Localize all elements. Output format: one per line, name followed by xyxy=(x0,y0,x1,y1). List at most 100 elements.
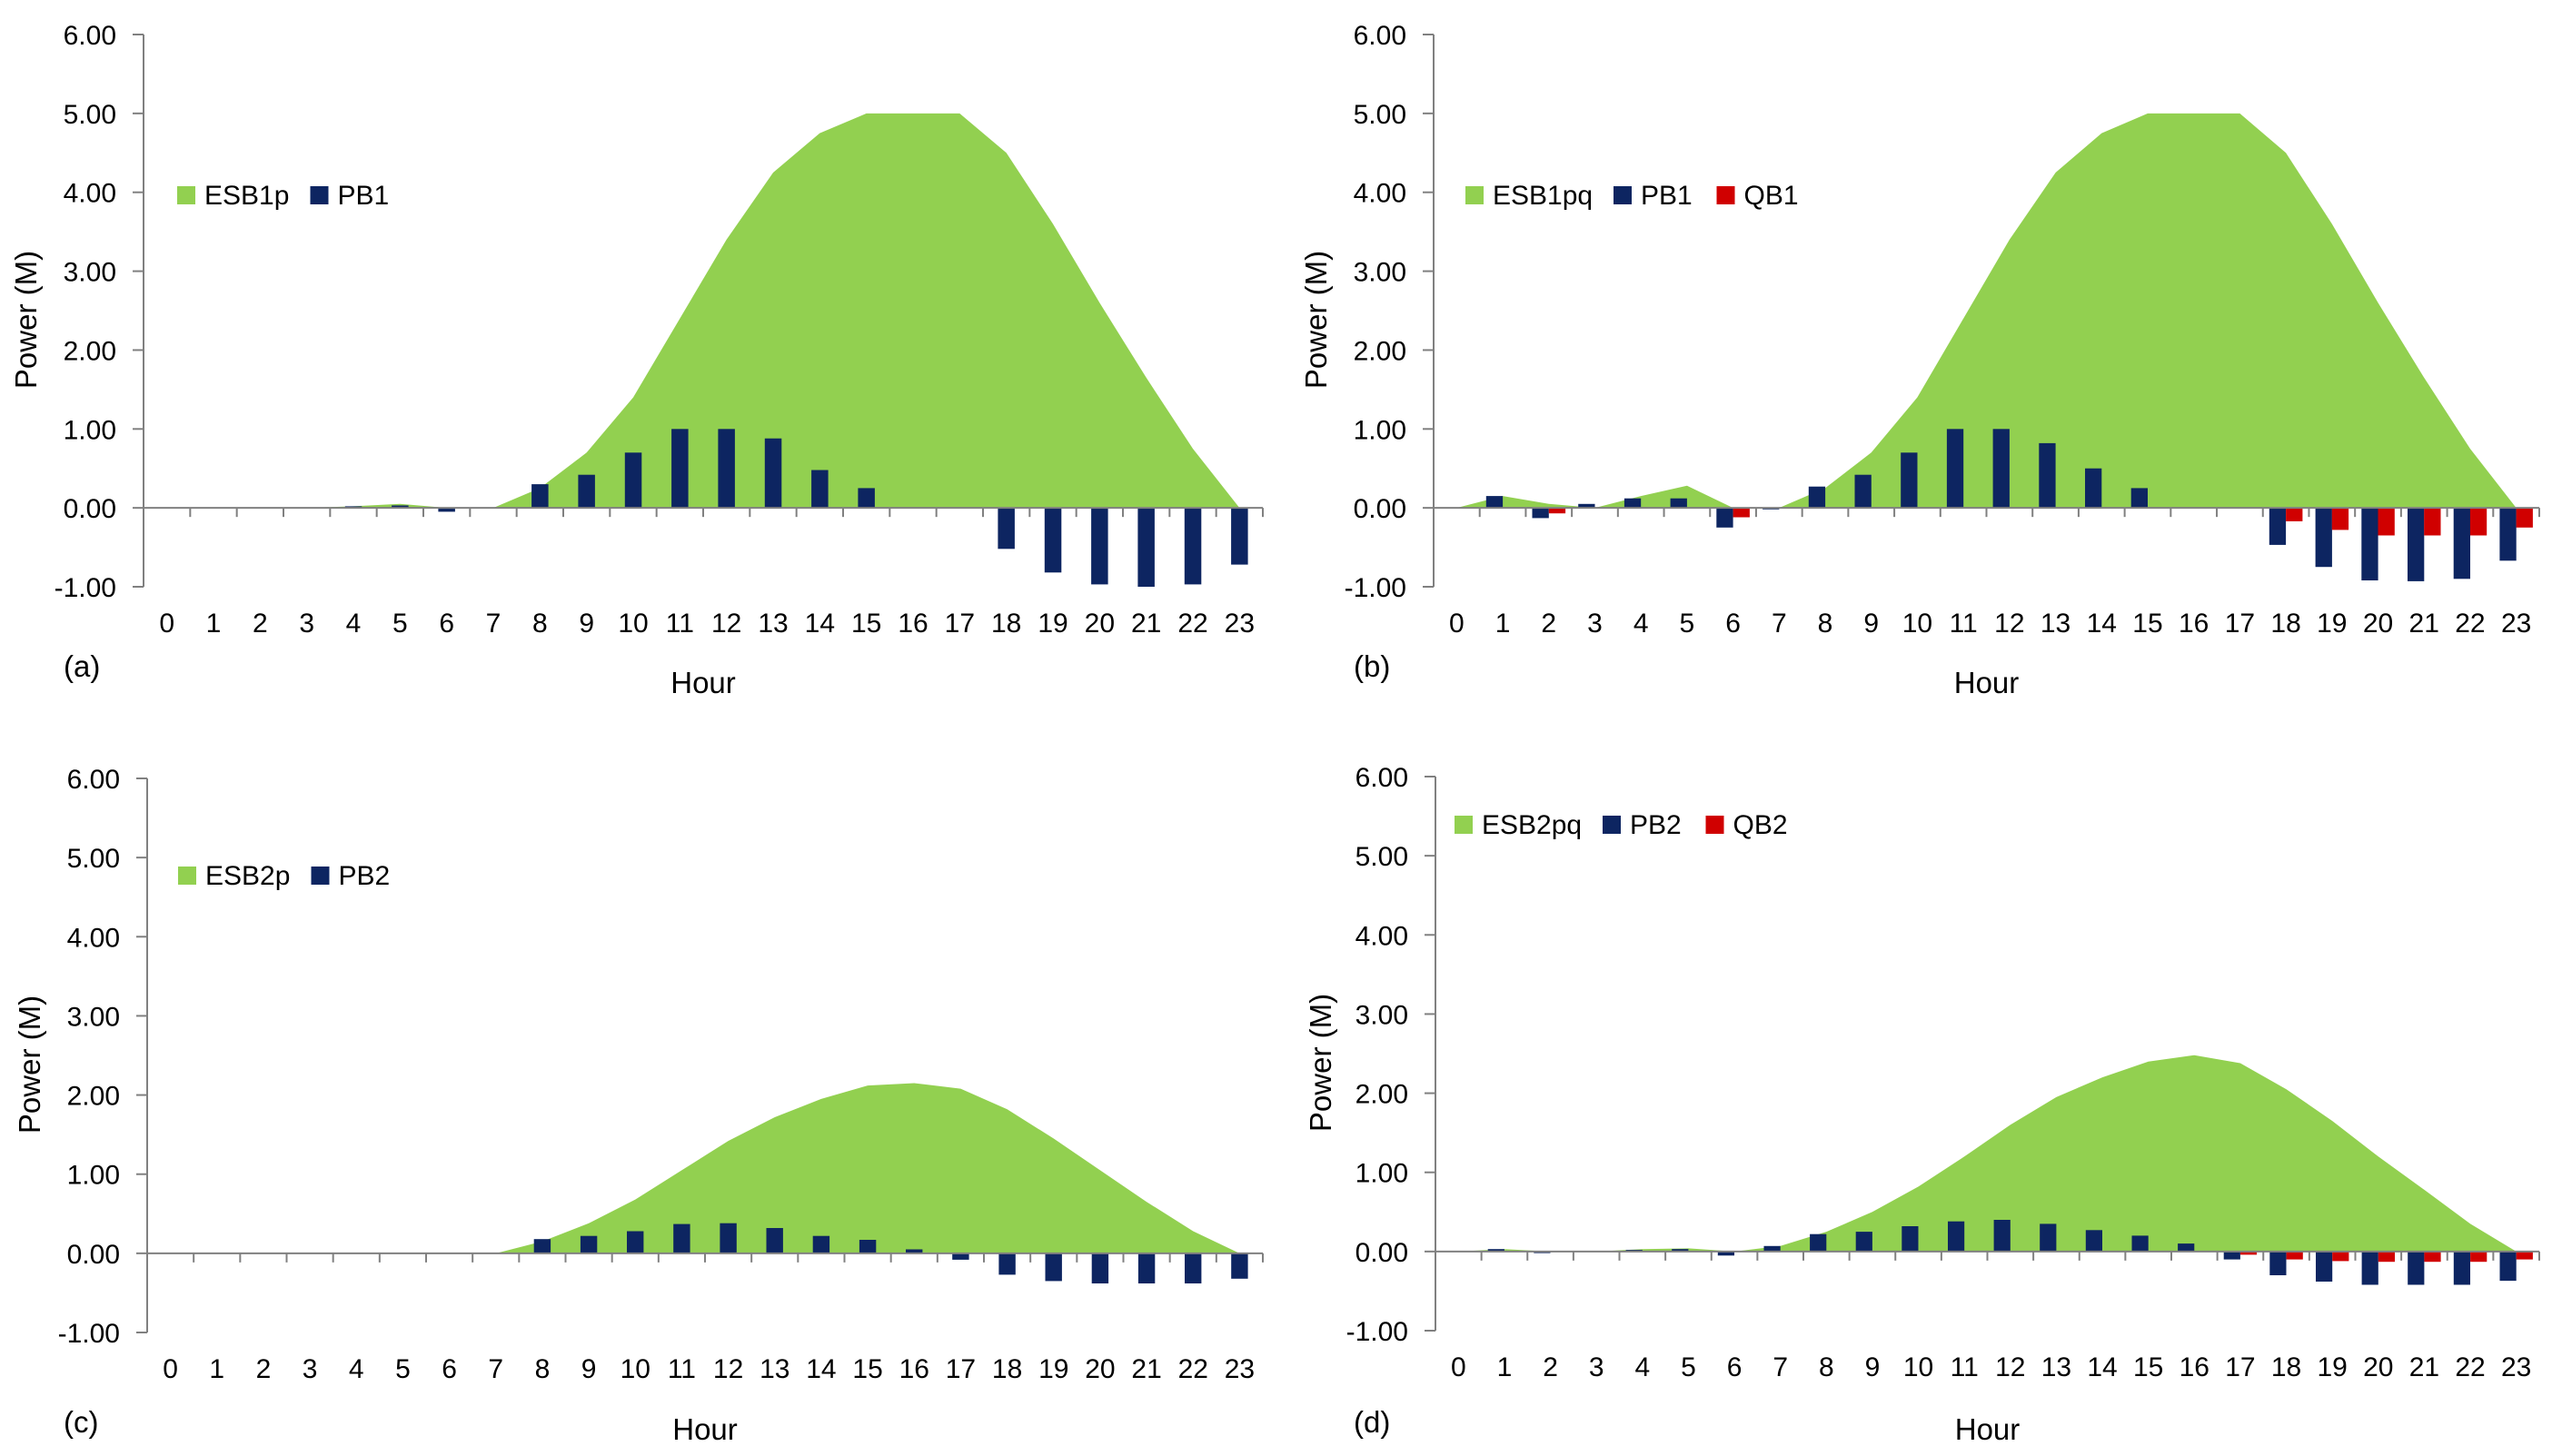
bar-PB1-hour-15 xyxy=(2130,488,2148,509)
bar-QB1-hour-18 xyxy=(2286,508,2303,521)
y-tick-label: 4.00 xyxy=(1355,921,1408,951)
bar-QB2-hour-17 xyxy=(2239,1251,2258,1255)
legend-swatch-QB2 xyxy=(1705,816,1724,834)
area-series-ESB1pq xyxy=(1456,113,2517,509)
bar-PB2-hour-6 xyxy=(1717,1251,1734,1256)
bar-PB1-hour-19 xyxy=(1044,508,1062,573)
x-tick-label: 21 xyxy=(1131,1354,1161,1384)
bar-PB1-hour-15 xyxy=(858,488,875,509)
y-tick-label: 1.00 xyxy=(1355,1159,1408,1189)
x-tick-label: 14 xyxy=(806,1354,836,1384)
x-tick-label: 18 xyxy=(991,609,1021,639)
y-axis-title: Power (M) xyxy=(1299,251,1333,389)
bar-PB1-hour-4 xyxy=(1624,498,1642,509)
x-tick-label: 23 xyxy=(1225,1354,1255,1384)
legend-label-PB2: PB2 xyxy=(1630,810,1682,840)
legend-label-PB1: PB1 xyxy=(1641,181,1693,211)
bar-PB2-hour-16 xyxy=(906,1249,923,1253)
bar-PB2-hour-11 xyxy=(1948,1221,1965,1252)
x-axis-title: Hour xyxy=(1954,666,2020,699)
bar-PB1-hour-22 xyxy=(1184,508,1202,585)
bar-PB2-hour-14 xyxy=(2085,1230,2102,1252)
x-tick-label: 16 xyxy=(898,609,928,639)
x-tick-label: 12 xyxy=(1994,609,2024,639)
bar-QB2-hour-18 xyxy=(2286,1251,2303,1260)
x-tick-label: 5 xyxy=(1680,609,1695,639)
x-tick-label: 13 xyxy=(760,1354,789,1384)
bar-PB1-hour-20 xyxy=(2361,508,2378,580)
x-tick-label: 1 xyxy=(206,609,222,639)
x-tick-label: 7 xyxy=(488,1354,503,1384)
bar-PB2-hour-12 xyxy=(720,1223,737,1253)
x-tick-label: 21 xyxy=(2409,1352,2439,1382)
x-axis-title: Hour xyxy=(672,1412,738,1446)
bar-PB2-hour-9 xyxy=(580,1235,598,1253)
bar-PB1-hour-19 xyxy=(2315,508,2332,568)
bar-PB1-hour-14 xyxy=(2085,468,2102,509)
legend-swatch-ESB1p xyxy=(177,186,195,204)
y-tick-label: -1.00 xyxy=(55,573,116,603)
x-tick-label: 5 xyxy=(392,609,408,639)
x-tick-label: 12 xyxy=(711,609,741,639)
y-tick-label: 2.00 xyxy=(1355,1080,1408,1110)
bar-QB1-hour-22 xyxy=(2469,508,2487,536)
x-tick-label: 7 xyxy=(486,609,501,639)
x-tick-label: 2 xyxy=(253,609,268,639)
area-series-ESB2pq xyxy=(1458,1055,2517,1252)
y-tick-label: 0.00 xyxy=(64,494,116,524)
x-tick-label: 23 xyxy=(2501,1352,2531,1382)
x-tick-label: 0 xyxy=(163,1354,178,1384)
y-tick-label: 4.00 xyxy=(67,923,120,953)
chart-panel-b: 6.005.004.003.002.001.000.00-1.000 1 2 3 4 5 6… xyxy=(1299,21,2540,699)
panel-label: (a) xyxy=(64,649,100,683)
x-tick-label: 1 xyxy=(1495,609,1511,639)
x-tick-label: 18 xyxy=(2271,1352,2301,1382)
y-tick-label: 2.00 xyxy=(1354,336,1406,366)
bar-PB1-hour-14 xyxy=(811,470,829,509)
x-tick-label: 21 xyxy=(2409,609,2439,639)
bar-PB2-hour-17 xyxy=(2223,1251,2240,1260)
y-tick-label: 3.00 xyxy=(64,258,116,288)
panel-label: (b) xyxy=(1354,649,1390,683)
x-tick-label: 3 xyxy=(303,1354,318,1384)
x-tick-label: 1 xyxy=(1497,1352,1513,1382)
bar-PB1-hour-11 xyxy=(1946,429,1964,509)
legend-label-ESB2p: ESB2p xyxy=(205,861,290,891)
x-tick-label: 19 xyxy=(1038,1354,1068,1384)
area-series-ESB2p xyxy=(170,1083,1240,1253)
bar-PB1-hour-13 xyxy=(764,438,782,509)
x-tick-label: 22 xyxy=(1178,1354,1208,1384)
x-tick-label: 14 xyxy=(805,609,835,639)
bar-PB1-hour-9 xyxy=(1854,474,1872,509)
bar-PB1-hour-8 xyxy=(1808,486,1826,509)
bar-PB2-hour-1 xyxy=(1487,1249,1504,1252)
bar-PB2-hour-12 xyxy=(1993,1220,2011,1252)
bar-PB1-hour-5 xyxy=(1670,498,1687,509)
bar-PB2-hour-23 xyxy=(2499,1251,2517,1282)
bar-PB2-hour-20 xyxy=(2361,1251,2378,1285)
x-tick-label: 21 xyxy=(1131,609,1161,639)
x-tick-label: 19 xyxy=(1038,609,1067,639)
bar-PB2-hour-7 xyxy=(1763,1245,1781,1252)
chart-panel-c: 6.005.004.003.002.001.000.00-1.000 1 2 3 4 5 6… xyxy=(13,765,1264,1446)
x-tick-label: 15 xyxy=(851,609,881,639)
y-axis-title: Power (M) xyxy=(1304,994,1337,1132)
x-tick-label: 23 xyxy=(2501,609,2531,639)
bar-PB1-hour-8 xyxy=(531,484,549,509)
x-tick-label: 11 xyxy=(666,609,694,639)
bar-PB1-hour-10 xyxy=(624,452,642,509)
y-tick-label: 0.00 xyxy=(1355,1238,1408,1268)
bar-PB2-hour-23 xyxy=(1231,1253,1248,1279)
y-tick-label: 6.00 xyxy=(1355,763,1408,793)
bar-PB1-hour-2 xyxy=(1532,508,1549,519)
legend-swatch-ESB1pq xyxy=(1465,186,1484,204)
x-tick-label: 23 xyxy=(1225,609,1255,639)
x-tick-label: 18 xyxy=(992,1354,1022,1384)
x-axis-title: Hour xyxy=(1955,1412,2021,1446)
x-tick-label: 14 xyxy=(2087,609,2117,639)
bar-PB2-hour-9 xyxy=(1855,1232,1872,1252)
bar-PB1-hour-1 xyxy=(1485,496,1504,509)
x-tick-label: 4 xyxy=(1634,1352,1650,1382)
bar-PB1-hour-12 xyxy=(718,429,735,509)
